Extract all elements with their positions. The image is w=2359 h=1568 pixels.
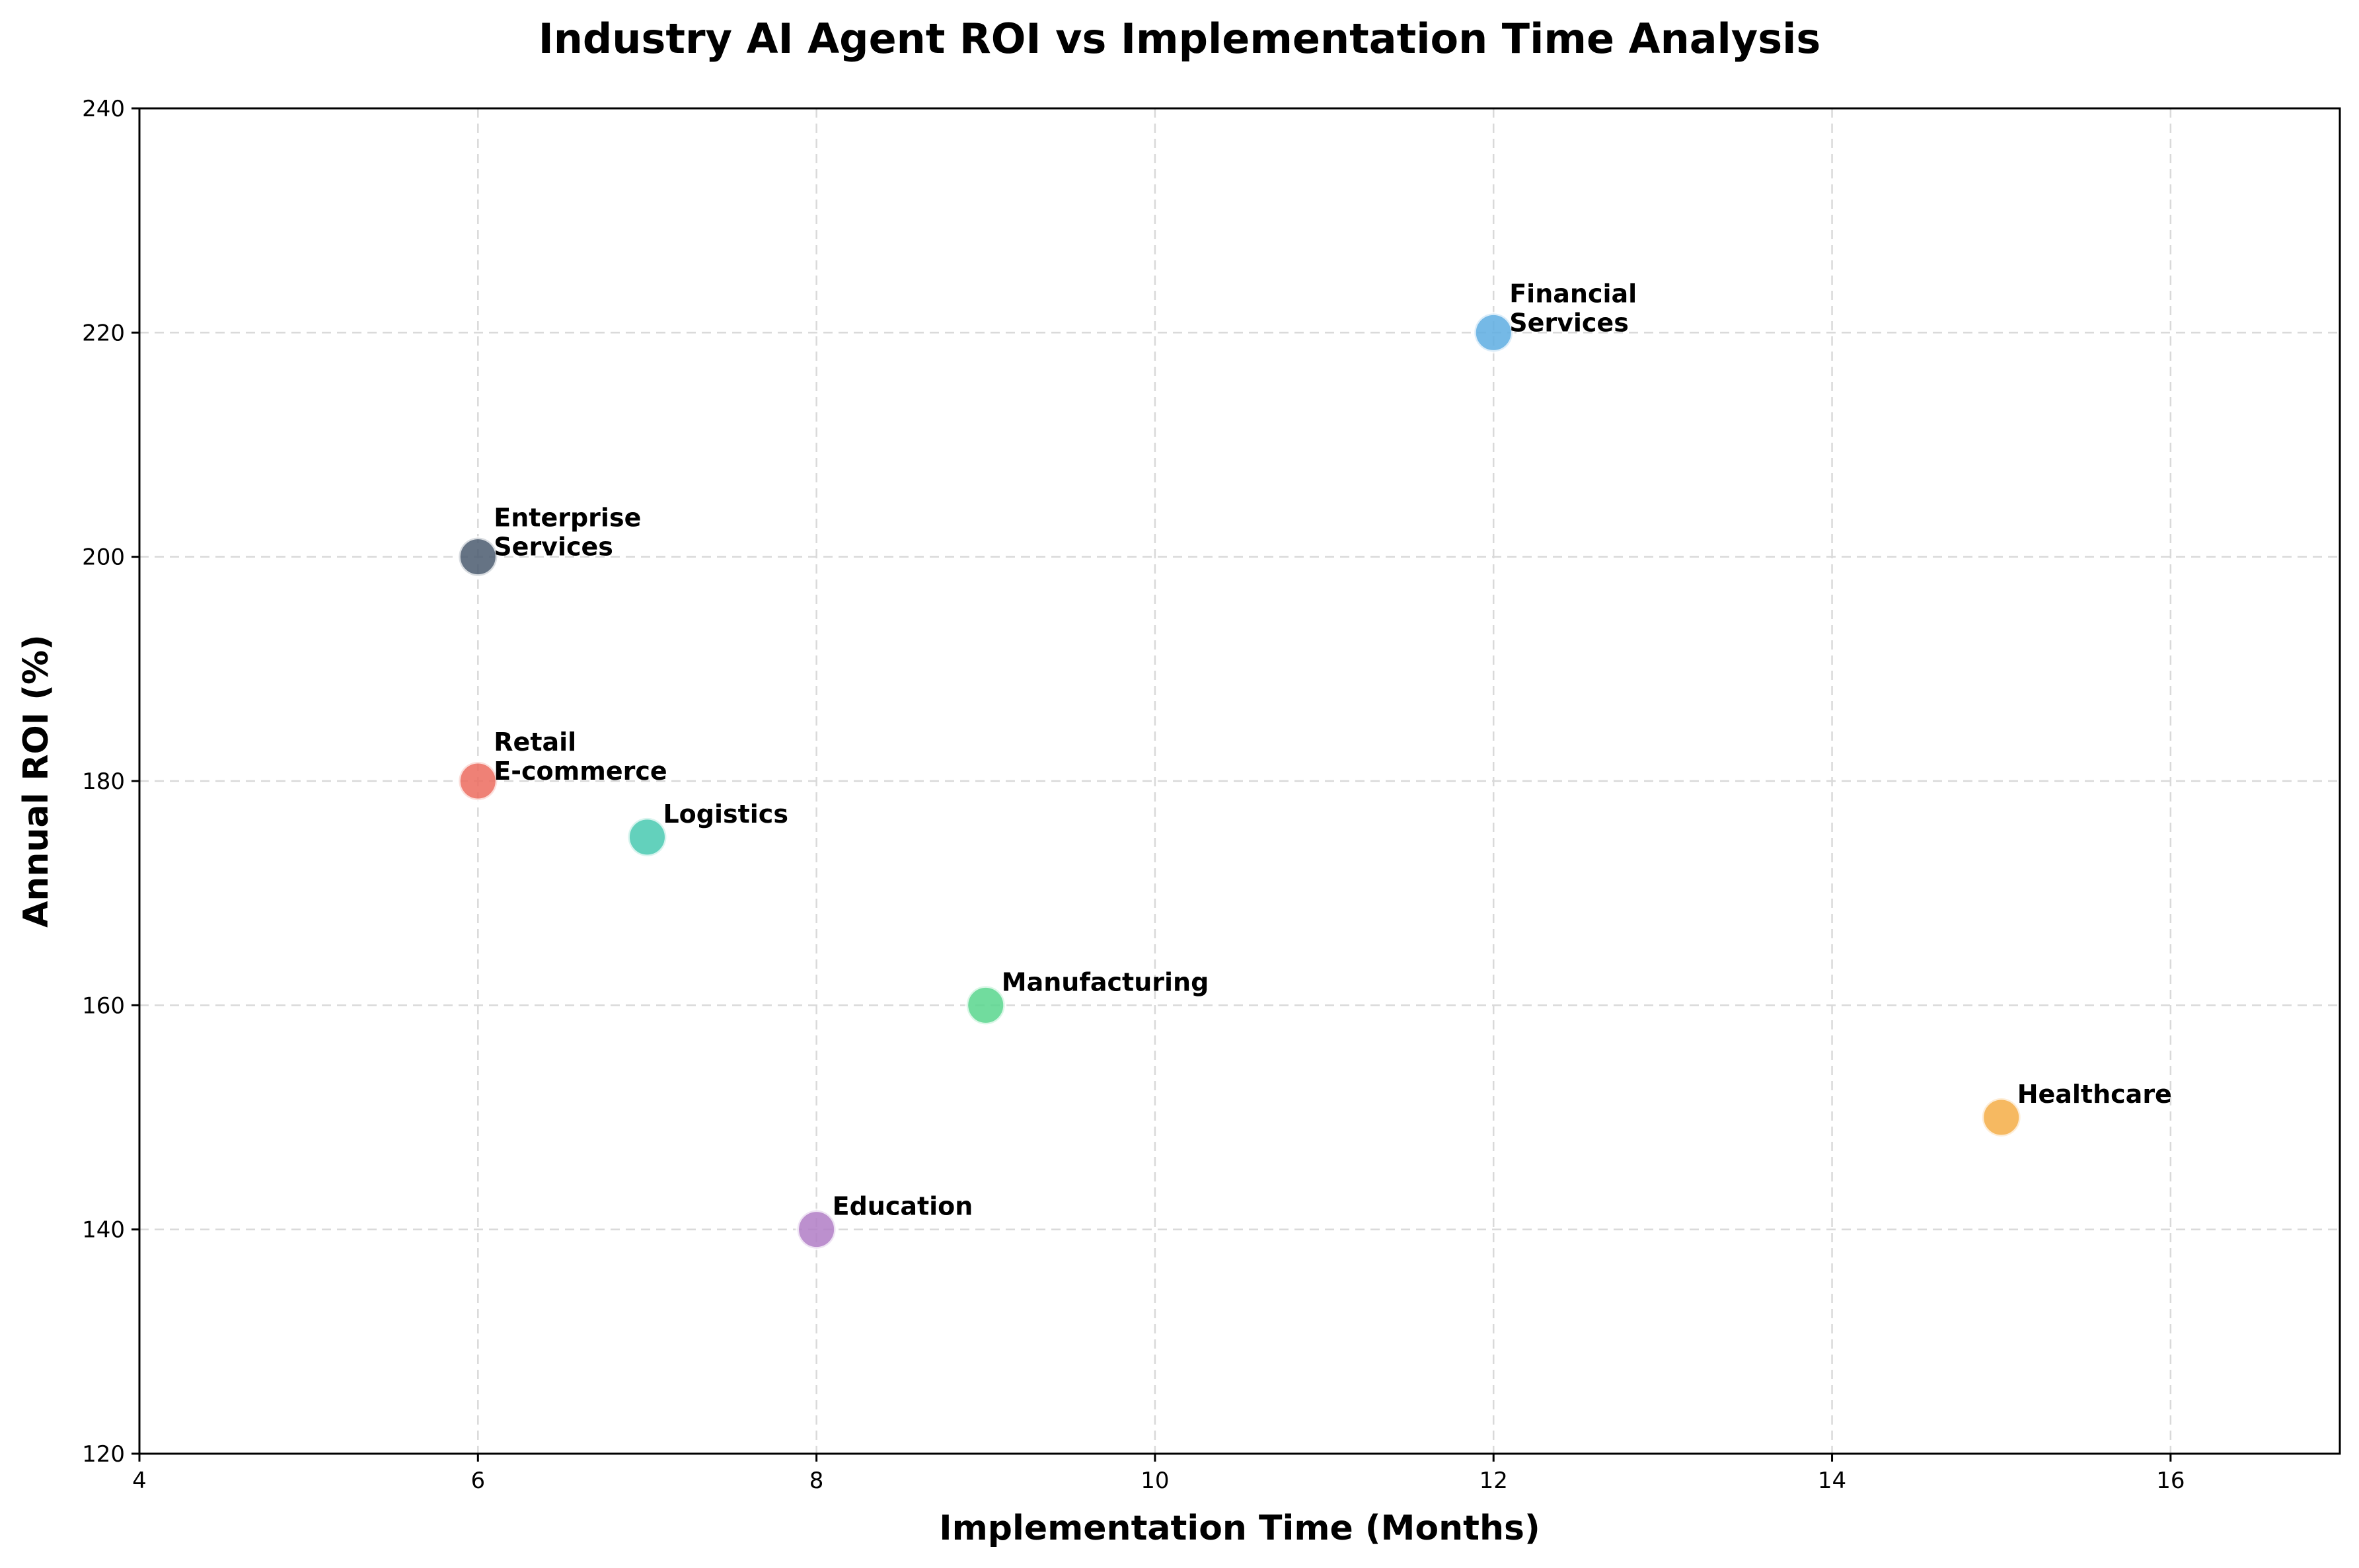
x-tick-label: 12	[1479, 1468, 1508, 1494]
point-label: Retail E-commerce	[494, 728, 667, 786]
data-point	[457, 536, 499, 578]
x-tick-label: 16	[2156, 1468, 2185, 1494]
plot-frame	[138, 107, 2341, 1455]
point-label-line: Logistics	[663, 800, 788, 829]
point-label-line: Retail	[494, 728, 576, 757]
y-tick-label: 220	[82, 320, 125, 346]
chart-title: Industry AI Agent ROI vs Implementation …	[539, 15, 1821, 63]
data-point	[1472, 311, 1515, 354]
y-tick-label: 180	[82, 768, 125, 795]
x-tick-label: 6	[470, 1468, 485, 1494]
data-point	[796, 1209, 838, 1251]
y-tick-label: 200	[82, 544, 125, 571]
data-point	[457, 760, 499, 802]
y-tick-label: 120	[82, 1441, 125, 1468]
point-label-line: Financial	[1509, 279, 1637, 308]
point-label-line: Services	[1509, 308, 1629, 337]
point-label: Enterprise Services	[494, 504, 641, 562]
point-label: Manufacturing	[1002, 967, 1209, 996]
y-axis-label: Annual ROI (%)	[17, 634, 56, 928]
data-point	[626, 816, 668, 858]
point-label-line: Healthcare	[2017, 1080, 2172, 1109]
x-tick-label: 14	[1818, 1468, 1846, 1494]
x-tick-label: 8	[809, 1468, 824, 1494]
point-label-line: Education	[833, 1192, 973, 1221]
point-label: Healthcare	[2017, 1080, 2172, 1109]
data-point	[965, 984, 1007, 1026]
x-tick-label: 10	[1141, 1468, 1169, 1494]
grid-lines	[138, 107, 2340, 1455]
x-tick-label: 4	[132, 1468, 147, 1494]
point-label-line: E-commerce	[494, 757, 667, 786]
y-tick-label: 240	[82, 96, 125, 122]
axis-ticks: 4 6 8 10 12 14 16 120 140 160 180 200 220 240	[82, 96, 2185, 1494]
point-label-line: Enterprise	[494, 504, 641, 533]
y-tick-label: 160	[82, 992, 125, 1019]
x-axis-label: Implementation Time (Months)	[939, 1509, 1540, 1548]
point-label: Financial Services	[1509, 279, 1637, 337]
data-point	[1980, 1096, 2023, 1139]
point-label: Logistics	[663, 800, 788, 829]
data-points	[457, 311, 2023, 1251]
point-label-line: Manufacturing	[1002, 967, 1209, 996]
y-tick-label: 140	[82, 1217, 125, 1244]
point-label-line: Services	[494, 533, 613, 562]
point-label: Education	[833, 1192, 973, 1221]
